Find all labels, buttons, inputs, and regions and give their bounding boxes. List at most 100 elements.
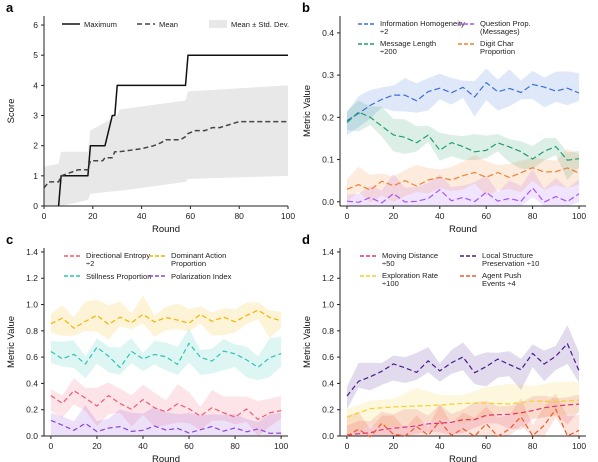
legend-label-line: Proportion <box>171 259 206 268</box>
legend-label-line: ÷50 <box>382 259 395 268</box>
x-tick-label: 40 <box>138 441 148 451</box>
y-tick-label: 0.4 <box>322 378 334 388</box>
series-line <box>346 167 580 191</box>
series-band <box>346 68 580 136</box>
x-tick-label: 80 <box>528 211 538 221</box>
legend-label-line: Preservation ÷10 <box>482 259 539 268</box>
legend-label-line: Dominant Action <box>171 251 226 260</box>
legend-label: Local Structure Preservation ÷10 <box>482 251 539 268</box>
x-tick-label: 20 <box>389 441 399 451</box>
y-tick-label: 0.8 <box>322 326 334 336</box>
y-tick-label: 0.6 <box>26 352 38 362</box>
x-tick-label: 0 <box>345 441 350 451</box>
y-axis-label: Metric Value <box>302 85 313 137</box>
series-band <box>346 381 580 436</box>
y-tick-label: 3 <box>33 111 38 121</box>
legend-label: Question Prop. (Messages) <box>480 19 531 36</box>
legend-entry: Moving Distance ÷50 <box>360 251 438 268</box>
y-tick-label: 1.2 <box>322 273 334 283</box>
x-tick-label: 40 <box>137 211 147 221</box>
legend-label: Mean ± Std. Dev. <box>231 20 289 29</box>
legend-entry: Local Structure Preservation ÷10 <box>460 251 539 268</box>
x-tick-label: 60 <box>481 211 491 221</box>
series-band <box>346 393 580 436</box>
y-tick-label: 0.3 <box>322 70 334 80</box>
series-line <box>50 309 282 329</box>
y-axis-label: Metric Value <box>302 316 313 368</box>
legend-label: Polarization Index <box>171 272 232 281</box>
series-line <box>346 82 580 122</box>
legend-entry: Directional Entropy ÷2 <box>64 251 150 268</box>
y-tick-label: 0.4 <box>322 28 334 38</box>
x-tick-label: 60 <box>186 211 196 221</box>
legend-entry: Question Prop. (Messages) <box>458 19 531 36</box>
legend-label-line: Moving Distance <box>382 251 438 260</box>
series-band <box>346 100 580 180</box>
panel-letter: b <box>302 0 310 15</box>
series-line <box>346 403 580 436</box>
legend-entry: Information Homogeneity ÷2 <box>358 19 465 36</box>
legend-entry: Stillness Proportion <box>64 272 151 281</box>
legend-entry: Message Length ÷200 <box>358 39 436 56</box>
y-tick-label: 0.8 <box>26 326 38 336</box>
legend-label: Mean <box>159 20 178 29</box>
x-tick-label: 100 <box>274 441 288 451</box>
panel-letter: d <box>302 232 310 247</box>
legend-entry: Dominant Action Proportion <box>149 251 226 268</box>
legend-label-line: ÷200 <box>380 47 397 56</box>
y-tick-label: 0.6 <box>322 352 334 362</box>
y-tick-label: 0.0 <box>322 431 334 441</box>
y-tick-label: 0.2 <box>322 405 334 415</box>
legend-entry: Maximum <box>62 20 117 29</box>
series-line <box>57 54 288 207</box>
legend-label-line: ÷2 <box>380 27 388 36</box>
series-band <box>346 325 580 410</box>
y-tick-label: 1.2 <box>26 273 38 283</box>
legend-label-line: Message Length <box>380 39 436 48</box>
y-tick-label: 6 <box>33 20 38 30</box>
y-tick-label: 1.0 <box>26 300 38 310</box>
legend-label: Digit Char Proportion <box>480 39 515 56</box>
series-band <box>50 328 282 381</box>
y-tick-label: 5 <box>33 50 38 60</box>
y-tick-label: 1 <box>33 171 38 181</box>
series-line <box>346 187 580 204</box>
legend-swatch <box>209 20 227 28</box>
x-tick-label: 0 <box>49 441 54 451</box>
legend-entry: Agent Push Events ÷4 <box>460 271 521 288</box>
legend-label: Moving Distance ÷50 <box>382 251 438 268</box>
x-tick-label: 0 <box>345 211 350 221</box>
legend-label: Agent Push Events ÷4 <box>482 271 521 288</box>
series-line <box>346 408 580 438</box>
panel-c: c 0 20 40 60 80 100 0.0 0.2 0.4 0.6 0.8 1.0 1.2 1.4 Rou… <box>6 232 288 462</box>
legend-label: Maximum <box>84 20 117 29</box>
series-line <box>50 419 282 434</box>
x-tick-label: 40 <box>435 211 445 221</box>
y-axis-label: Metric Value <box>6 316 17 368</box>
legend-label: Message Length ÷200 <box>380 39 436 56</box>
legend-label-line: ÷100 <box>382 279 399 288</box>
x-tick-label: 100 <box>572 441 586 451</box>
y-tick-label: 0 <box>33 201 38 211</box>
x-tick-label: 40 <box>435 441 445 451</box>
legend-label: Directional Entropy ÷2 <box>86 251 150 268</box>
y-tick-label: 1.4 <box>26 247 38 257</box>
y-tick-label: 1.0 <box>322 300 334 310</box>
legend-label-line: Information Homogeneity <box>380 19 465 28</box>
legend-entry: Mean ± Std. Dev. <box>209 20 289 29</box>
legend-label-line: Digit Char <box>480 39 514 48</box>
x-axis-label: Round <box>449 454 477 462</box>
y-tick-label: 0.1 <box>322 155 334 165</box>
y-tick-label: 1.4 <box>322 247 334 257</box>
y-tick-label: 0.2 <box>26 405 38 415</box>
panel-d: d 0 20 40 60 80 100 0.0 0.2 0.4 0.6 0.8 1.0 1.2 1.4 Rou… <box>302 232 586 462</box>
series-line <box>50 390 282 420</box>
y-tick-label: 0.0 <box>322 197 334 207</box>
y-tick-label: 4 <box>33 80 38 90</box>
x-tick-label: 80 <box>528 441 538 451</box>
series-line <box>346 111 580 161</box>
legend-label-line: ÷2 <box>86 259 94 268</box>
legend-label: Information Homogeneity ÷2 <box>380 19 465 36</box>
legend-entry: Mean <box>137 20 178 29</box>
legend-entry: Exploration Rate ÷100 <box>360 271 438 288</box>
